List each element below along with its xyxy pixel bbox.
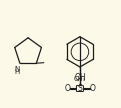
Text: H: H <box>15 69 20 75</box>
Text: O: O <box>89 84 95 93</box>
Text: O: O <box>65 84 71 93</box>
Text: N: N <box>15 66 20 72</box>
Text: S: S <box>78 84 82 93</box>
Text: CH₃: CH₃ <box>74 76 86 82</box>
FancyBboxPatch shape <box>76 86 83 92</box>
Text: OH: OH <box>74 73 86 82</box>
